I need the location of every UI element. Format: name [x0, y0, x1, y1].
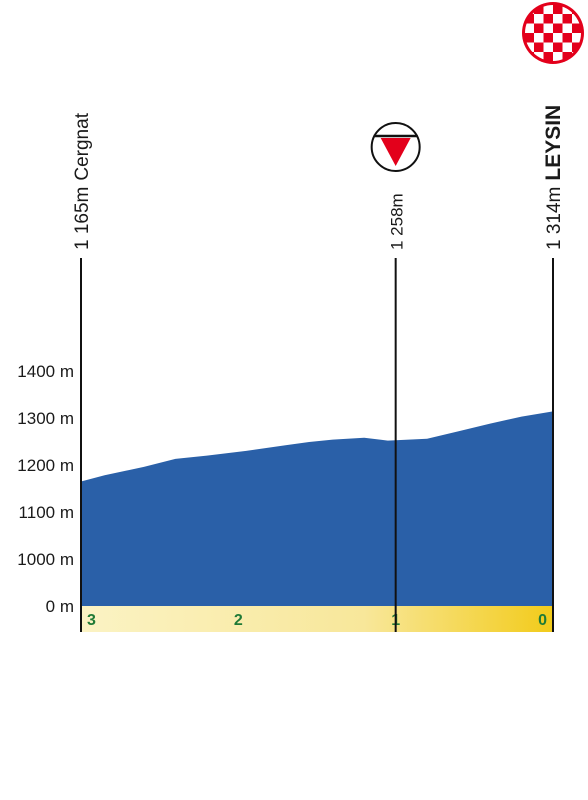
start-place: Cergnat — [72, 112, 93, 180]
km-tick-label: 2 — [234, 612, 243, 629]
marker-labels: 1 165m Cergnat 1 258m 1 314m LEYSIN — [72, 105, 565, 250]
start-elevation: 1 165m — [72, 187, 93, 250]
km-band — [81, 606, 553, 632]
marker-lines — [80, 258, 554, 632]
y-tick-label: 1000 m — [17, 550, 74, 569]
sprint-label: 1 258m — [388, 193, 407, 250]
km-tick-label: 3 — [87, 612, 96, 629]
y-tick-label: 1100 m — [19, 503, 74, 522]
y-tick-label: 1300 m — [17, 409, 74, 428]
checkered-flag-icon — [522, 2, 584, 64]
y-axis-ticks: 0 m 1000 m 1100 m 1200 m 1300 m 1400 m — [17, 362, 74, 616]
elevation-profile-area — [81, 411, 553, 606]
sprint-triangle-icon — [370, 122, 421, 172]
start-label: 1 165m Cergnat — [72, 112, 93, 250]
finish-elevation: 1 314m — [544, 187, 565, 250]
y-tick-label: 0 m — [46, 597, 74, 616]
y-tick-label: 1200 m — [17, 456, 74, 475]
y-tick-label: 1400 m — [17, 362, 74, 381]
finish-place: LEYSIN — [542, 105, 565, 181]
finish-label: 1 314m LEYSIN — [542, 105, 565, 250]
sprint-elevation: 1 258m — [388, 193, 407, 250]
km-tick-label: 0 — [538, 612, 547, 629]
